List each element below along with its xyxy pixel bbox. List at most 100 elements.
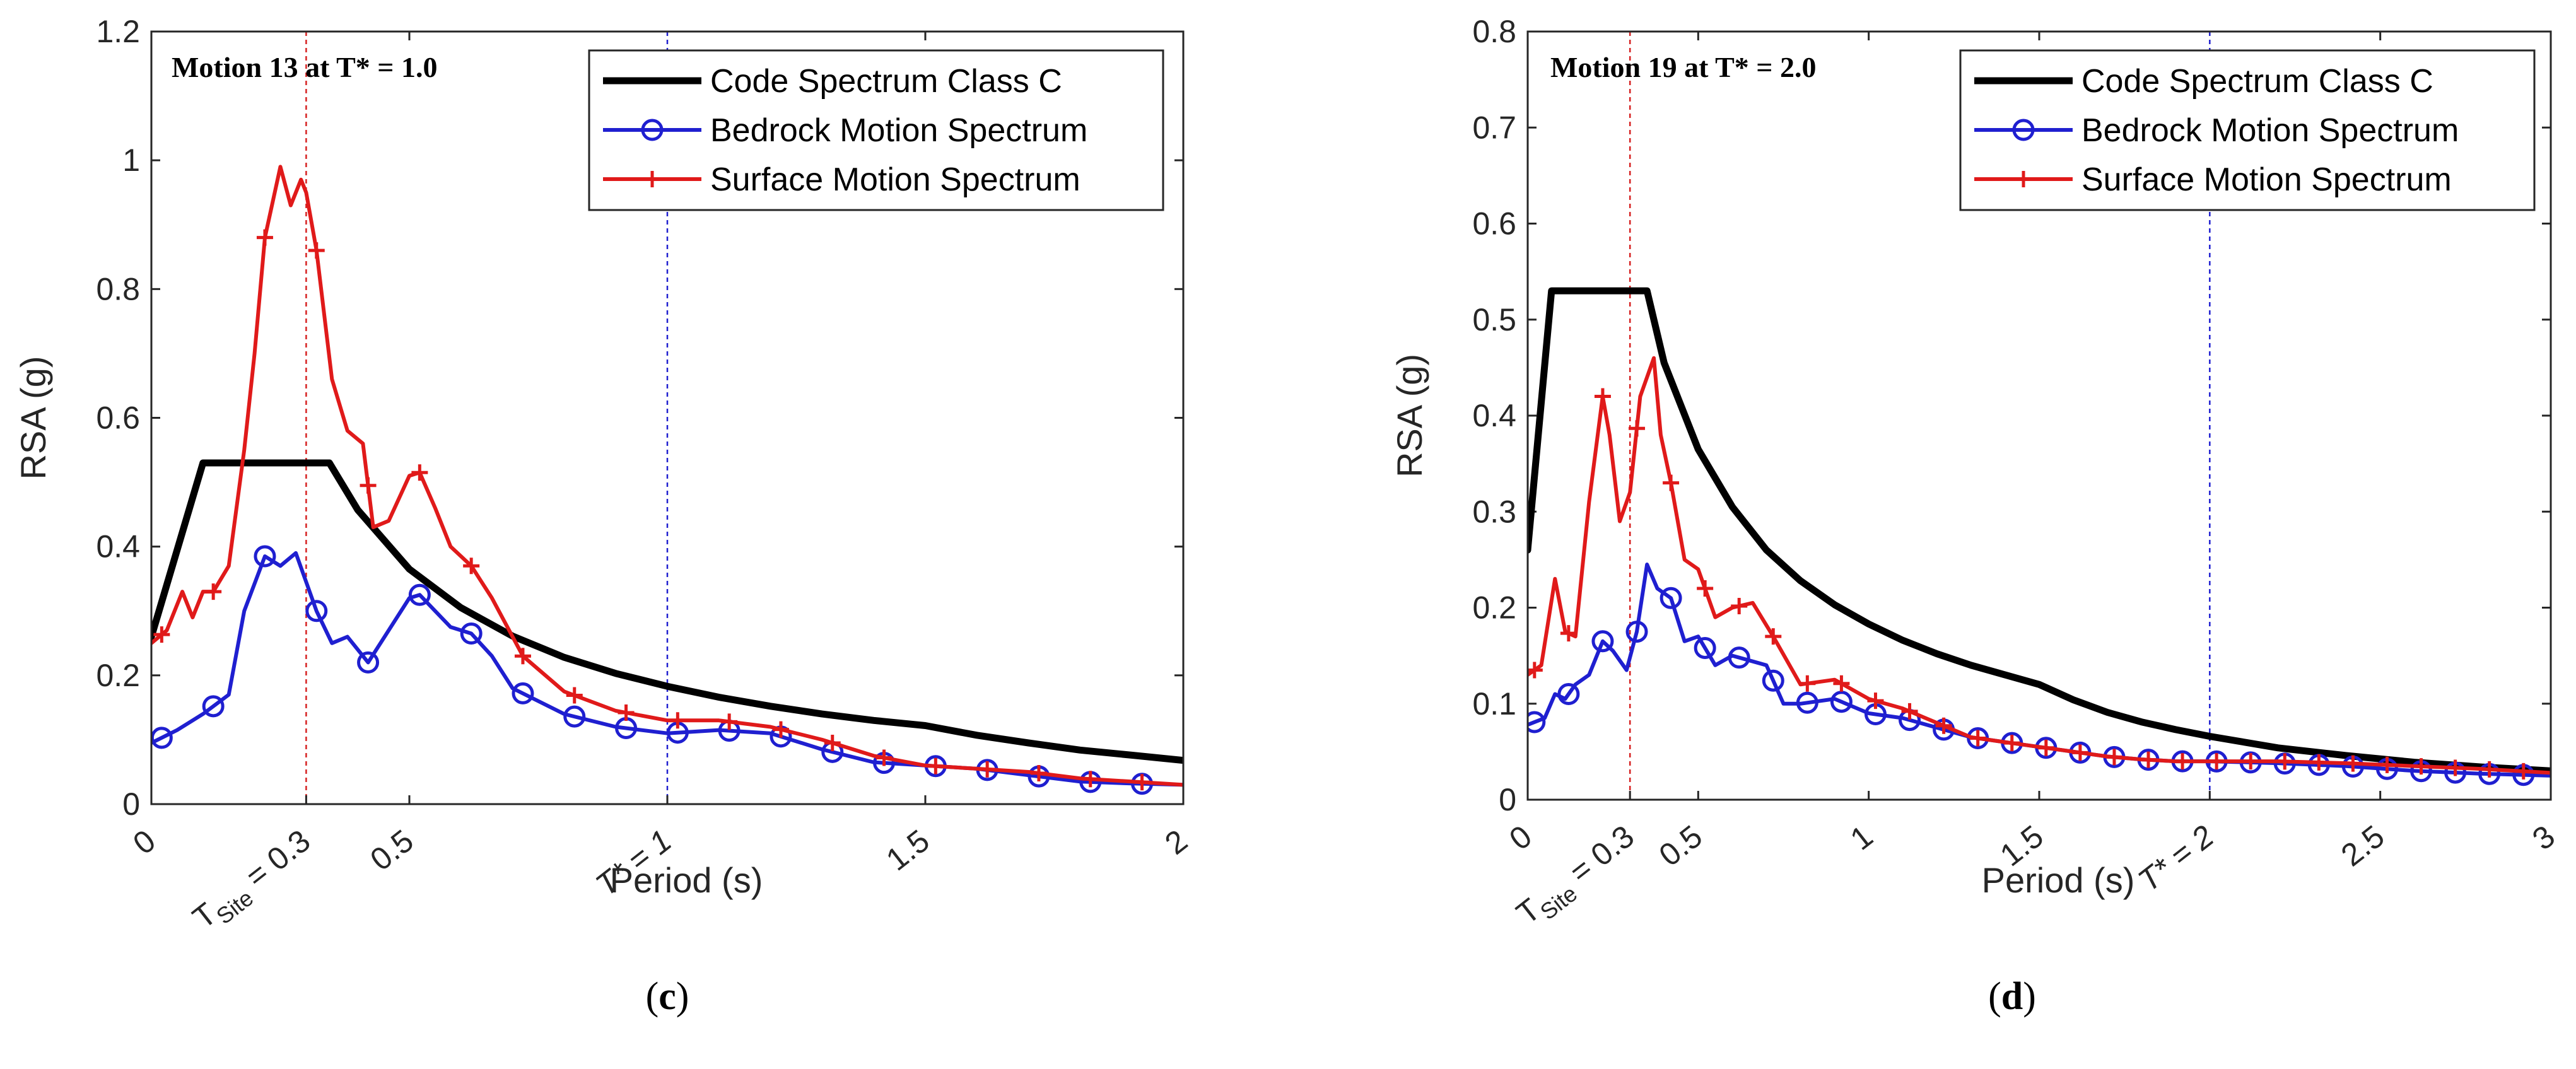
data-point-plus: [1935, 717, 1952, 734]
legend: Code Spectrum Class C Bedrock Motion Spec…: [1959, 49, 2536, 211]
x-tick-label: 2: [1158, 823, 1193, 862]
data-point-plus: [1594, 388, 1611, 405]
data-point-plus: [2481, 761, 2498, 778]
series-line: [151, 459, 1183, 764]
data-point-circle: [563, 705, 586, 728]
data-point-plus: [360, 477, 377, 494]
reference-line-label: T* = 2: [2131, 818, 2220, 898]
y-tick-label: 0.8: [1472, 14, 1516, 49]
y-tick-label: 0.7: [1472, 110, 1516, 145]
chart-panel-d: 00.10.20.30.40.50.60.70.80 0.5 1 1.5 2.5 3TSi…: [1390, 14, 2561, 1018]
data-point-plus: [2276, 753, 2293, 770]
data-point-plus: [153, 626, 170, 643]
data-point-circle: [460, 622, 483, 645]
x-tick-label: 2.5: [2334, 819, 2391, 873]
data-point-plus: [1629, 420, 1646, 437]
data-point-circle: [1728, 646, 1750, 669]
x-tick-label: 0: [1502, 819, 1538, 857]
data-point-plus: [1133, 774, 1150, 791]
x-axis-label: Period (s): [1982, 860, 2135, 900]
series-code-spectrum-class-c: [151, 459, 1183, 764]
data-point-plus: [205, 583, 222, 600]
data-point-plus: [669, 712, 686, 729]
reference-line-label: TSite = 0.3: [186, 823, 321, 942]
data-point-plus: [1030, 765, 1047, 781]
data-point-plus: [1082, 771, 1099, 788]
data-point-plus: [721, 713, 738, 730]
data-point-plus: [824, 735, 841, 752]
data-point-plus: [1731, 597, 1748, 614]
x-tick-label: 0: [126, 823, 161, 862]
data-point-plus: [514, 648, 531, 665]
x-axis-label: Period (s): [610, 860, 763, 900]
data-point-plus: [1799, 675, 1816, 692]
data-point-plus: [1697, 580, 1714, 597]
panel-caption: (c): [646, 975, 689, 1018]
y-axis-label: RSA (g): [1390, 354, 1429, 477]
data-point-circle: [512, 682, 534, 704]
data-point-plus: [2242, 753, 2259, 770]
data-point-plus: [2447, 759, 2464, 776]
data-point-plus: [1765, 628, 1782, 645]
series-line: [151, 551, 1183, 787]
legend-label: Bedrock Motion Spectrum: [2081, 112, 2459, 149]
chart-annotation: Motion 19 at T* = 2.0: [1550, 51, 1816, 83]
data-point-circle: [1660, 587, 1682, 609]
y-tick-label: 0.6: [96, 400, 140, 436]
data-point-plus: [2037, 739, 2054, 756]
data-point-circle: [1528, 711, 1546, 733]
data-point-circle: [305, 600, 328, 622]
data-point-plus: [463, 558, 480, 575]
data-point-plus: [1663, 474, 1680, 491]
series-line: [1528, 287, 2551, 774]
x-tick-label: 0.5: [1653, 819, 1709, 873]
y-tick-label: 0.3: [1472, 494, 1516, 529]
legend-label: Bedrock Motion Spectrum: [710, 112, 1087, 149]
data-point-plus: [1867, 692, 1884, 710]
legend-label: Code Spectrum Class C: [710, 63, 1062, 100]
panel-caption: (d): [1988, 975, 2036, 1018]
y-tick-label: 1: [122, 143, 140, 178]
legend-marker-circle: [641, 119, 664, 141]
data-point-plus: [1528, 662, 1543, 679]
legend-marker-circle: [2012, 119, 2035, 141]
data-point-plus: [566, 687, 583, 704]
data-point-plus: [772, 721, 789, 738]
legend: Code Spectrum Class C Bedrock Motion Spec…: [588, 49, 1164, 211]
y-tick-label: 0.2: [96, 658, 140, 693]
data-point-plus: [927, 757, 944, 774]
data-point-plus: [1969, 730, 1986, 747]
series-bedrock-motion-spectrum: [151, 545, 1183, 795]
data-point-plus: [2208, 753, 2225, 770]
data-point-circle: [408, 583, 431, 606]
data-point-circle: [1796, 691, 1818, 714]
data-point-circle: [254, 545, 276, 568]
series-code-spectrum-class-c: [1528, 287, 2551, 774]
x-tick-label: 1: [1844, 819, 1879, 857]
legend-marker-plus: [644, 171, 660, 187]
data-point-plus: [2413, 758, 2430, 775]
data-point-plus: [2140, 751, 2157, 768]
y-axis-label: RSA (g): [13, 356, 53, 479]
y-tick-label: 0: [122, 786, 140, 822]
y-tick-label: 1.2: [96, 14, 140, 49]
data-point-circle: [1762, 669, 1784, 692]
data-point-circle: [1830, 691, 1853, 713]
data-point-plus: [2174, 753, 2191, 770]
data-point-plus: [2003, 735, 2020, 752]
data-point-circle: [357, 651, 380, 674]
data-point-plus: [2105, 749, 2122, 766]
legend-label: Code Spectrum Class C: [2081, 63, 2433, 100]
axes-frame: [150, 30, 1185, 805]
data-point-plus: [2345, 755, 2362, 772]
data-point-circle: [202, 695, 225, 718]
legend-label: Surface Motion Spectrum: [2081, 161, 2452, 198]
data-point-circle: [1625, 621, 1648, 643]
series-surface-motion-spectrum: [151, 165, 1183, 791]
data-point-plus: [308, 242, 325, 259]
legend-label: Surface Motion Spectrum: [710, 161, 1080, 198]
data-point-plus: [979, 761, 996, 778]
legend-marker-plus: [2015, 171, 2032, 187]
